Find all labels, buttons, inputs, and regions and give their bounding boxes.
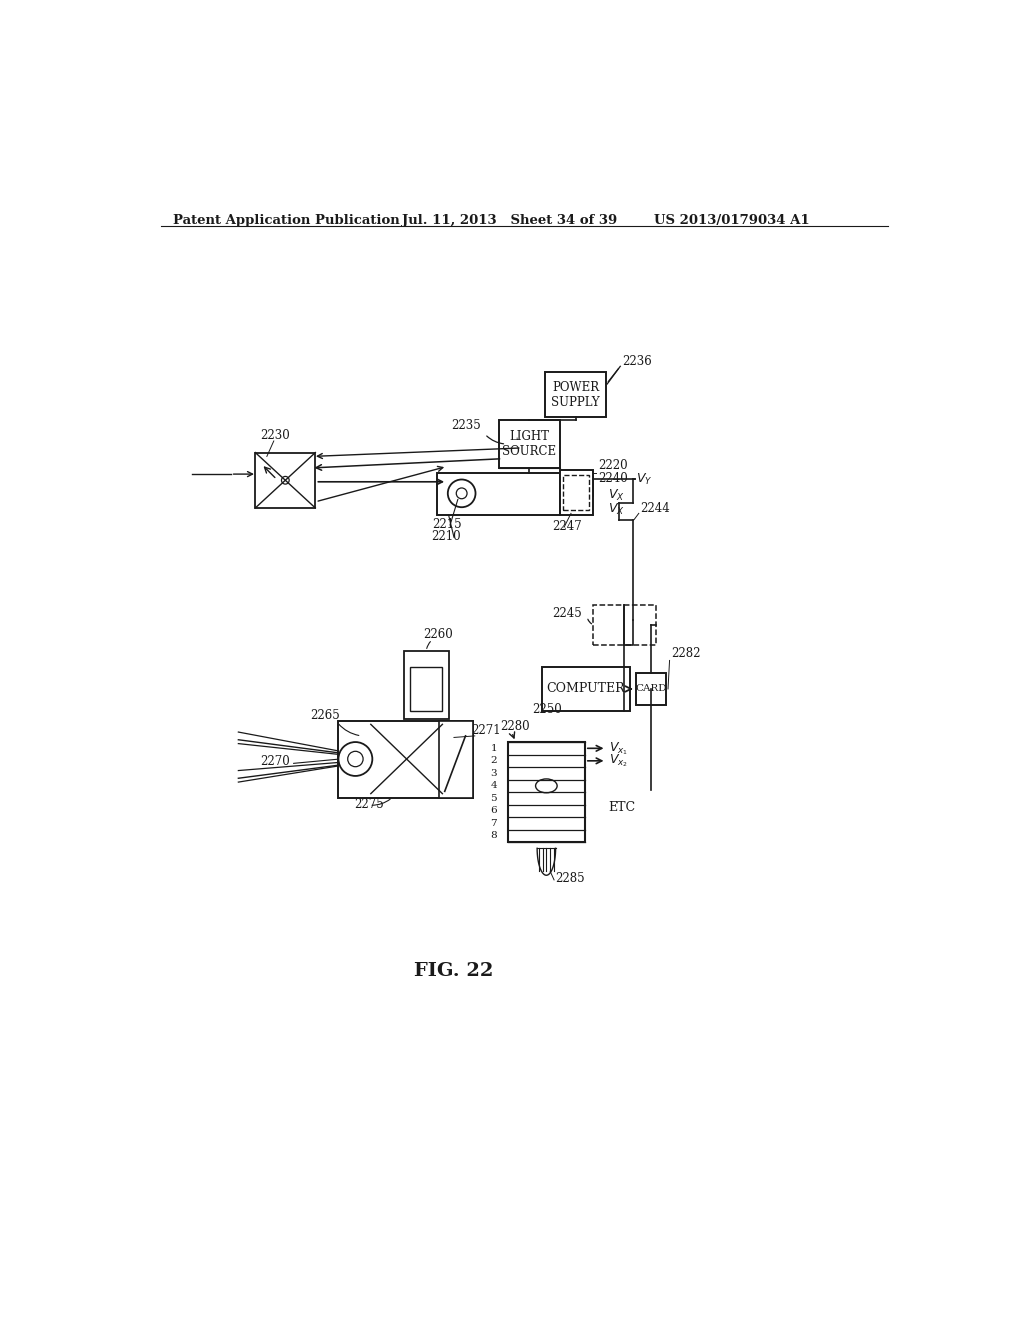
Bar (542, 667, 631, 711)
Bar (593, 605, 655, 645)
Text: 2285: 2285 (556, 873, 586, 886)
Bar (437, 473, 560, 515)
Bar (563, 475, 590, 511)
Text: Jul. 11, 2013   Sheet 34 of 39: Jul. 11, 2013 Sheet 34 of 39 (401, 214, 616, 227)
Bar (255, 453, 315, 508)
Text: $V_X$: $V_X$ (608, 503, 625, 517)
Text: 2220: 2220 (598, 459, 628, 473)
Text: $V_X$: $V_X$ (608, 488, 625, 503)
Text: 2215: 2215 (432, 517, 462, 531)
Text: $V_{x_2}$: $V_{x_2}$ (608, 752, 628, 770)
Text: 2282: 2282 (671, 647, 700, 660)
Text: FIG. 22: FIG. 22 (415, 962, 494, 979)
Text: 2235: 2235 (451, 420, 480, 433)
Bar (438, 721, 473, 797)
Bar (636, 673, 667, 705)
Text: 5: 5 (490, 793, 497, 803)
Text: 2265: 2265 (310, 709, 340, 722)
Text: $V_Y$: $V_Y$ (637, 471, 653, 487)
Text: 2240: 2240 (598, 471, 628, 484)
Text: 2275: 2275 (354, 797, 384, 810)
Text: US 2013/0179034 A1: US 2013/0179034 A1 (654, 214, 810, 227)
Text: 1: 1 (490, 743, 497, 752)
Text: 2250: 2250 (532, 702, 562, 715)
Text: $V_{x_1}$: $V_{x_1}$ (608, 741, 628, 756)
Text: 2280: 2280 (500, 719, 529, 733)
Bar (403, 651, 449, 719)
Bar (508, 742, 585, 842)
Text: 4: 4 (490, 781, 497, 791)
Text: CARD: CARD (635, 685, 667, 693)
Text: 2260: 2260 (423, 628, 453, 642)
Text: 2230: 2230 (260, 429, 290, 442)
Text: POWER
SUPPLY: POWER SUPPLY (551, 380, 600, 409)
Text: Patent Application Publication: Patent Application Publication (173, 214, 399, 227)
Text: 2245: 2245 (553, 607, 583, 619)
Bar (339, 721, 473, 797)
Text: 6: 6 (490, 807, 497, 816)
Text: 3: 3 (490, 768, 497, 777)
Text: 2210: 2210 (431, 531, 461, 544)
Text: 2244: 2244 (640, 502, 670, 515)
Text: 8: 8 (490, 832, 497, 841)
Bar (545, 372, 606, 417)
Text: 2236: 2236 (622, 355, 651, 368)
Text: 2271: 2271 (472, 725, 502, 738)
Bar (410, 667, 442, 711)
Text: ETC: ETC (608, 801, 636, 814)
Text: 2: 2 (490, 756, 497, 766)
Bar (560, 470, 593, 515)
Text: LIGHT
SOURCE: LIGHT SOURCE (503, 430, 556, 458)
Text: 2270: 2270 (260, 755, 290, 768)
Bar (499, 420, 560, 469)
Text: 2247: 2247 (553, 520, 583, 533)
Text: 7: 7 (490, 818, 497, 828)
Text: COMPUTER: COMPUTER (547, 682, 626, 696)
